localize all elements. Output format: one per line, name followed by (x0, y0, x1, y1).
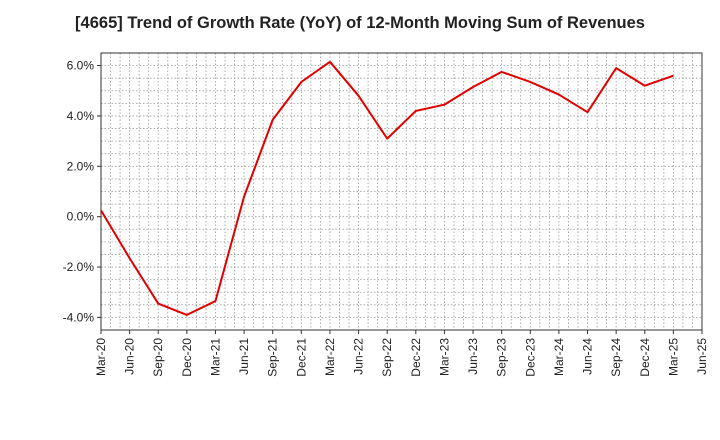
x-tick-label: Mar-20 (94, 338, 108, 376)
x-tick-label: Jun-21 (237, 338, 251, 375)
x-tick-label: Jun-24 (581, 338, 595, 375)
x-tick-label: Sep-23 (495, 338, 509, 377)
x-tick-label: Mar-22 (323, 338, 337, 376)
x-tick-label: Jun-25 (695, 338, 709, 375)
x-tick-label: Sep-24 (609, 338, 623, 377)
x-tick-label: Jun-20 (123, 338, 137, 375)
x-tick-label: Jun-23 (466, 338, 480, 375)
x-tick-label: Mar-24 (552, 338, 566, 376)
chart-title: [4665] Trend of Growth Rate (YoY) of 12-… (75, 14, 645, 32)
x-tick-label: Sep-22 (380, 338, 394, 377)
x-tick-label: Dec-20 (180, 338, 194, 377)
x-tick-label: Dec-24 (638, 338, 652, 377)
y-tick-label: -4.0% (63, 310, 95, 324)
x-tick-label: Dec-23 (523, 338, 537, 377)
y-tick-label: 6.0% (67, 59, 95, 73)
x-tick-label: Mar-23 (437, 338, 451, 376)
x-tick-label: Dec-22 (409, 338, 423, 377)
x-tick-label: Jun-22 (352, 338, 366, 375)
y-tick-label: 4.0% (67, 109, 95, 123)
y-tick-label: 0.0% (67, 210, 95, 224)
x-tick-label: Dec-21 (294, 338, 308, 377)
x-tick-label: Mar-25 (666, 338, 680, 376)
x-tick-label: Sep-21 (266, 338, 280, 377)
plot-frame (100, 52, 703, 331)
x-tick-label: Mar-21 (208, 338, 222, 376)
x-tick-label: Sep-20 (151, 338, 165, 377)
y-tick-label: -2.0% (63, 260, 95, 274)
y-tick-label: 2.0% (67, 159, 95, 173)
